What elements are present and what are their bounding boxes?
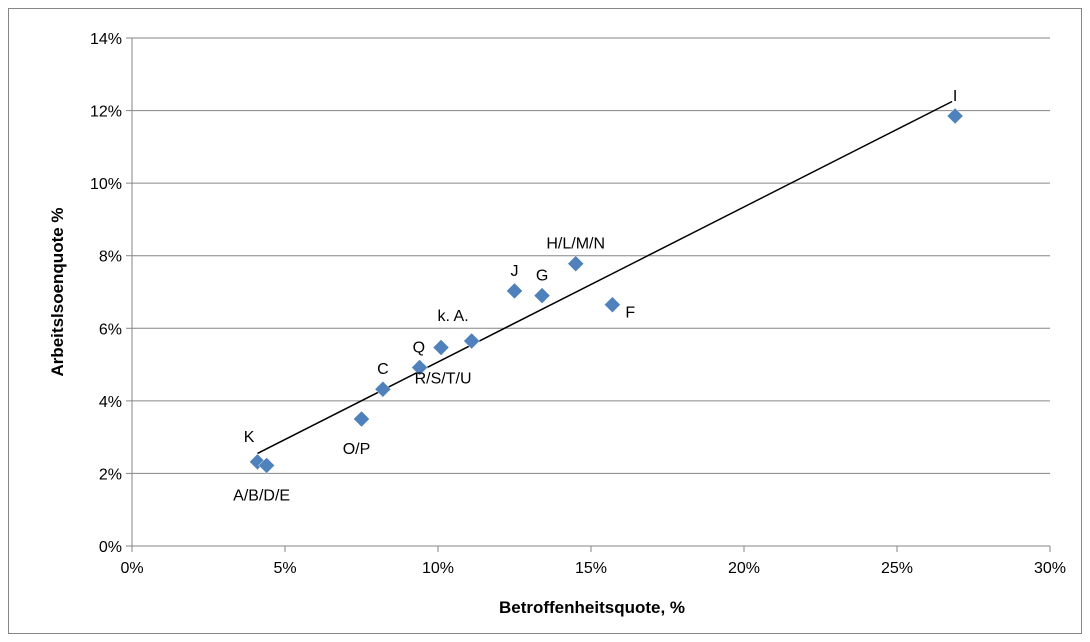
chart-frame <box>8 8 1082 634</box>
x-tick-label: 0% <box>120 560 143 577</box>
point-label: G <box>536 268 548 285</box>
y-tick-label: 8% <box>99 249 122 266</box>
gridlines <box>132 37 1050 474</box>
data-point <box>258 457 275 474</box>
point-labels: K A/B/D/E O/P C R/S/T/U Qk. A. J G H/L/M/N F I <box>233 88 957 504</box>
y-tick-label: 12% <box>90 104 122 121</box>
point-label: C <box>377 361 389 378</box>
point-label: J <box>511 263 519 280</box>
data-point <box>533 287 551 304</box>
y-axis-title: Arbeitslsoenquote % <box>48 207 67 376</box>
x-tick-label: 25% <box>881 560 913 577</box>
y-tick-label: 6% <box>99 321 122 338</box>
x-tick-label: 30% <box>1034 560 1066 577</box>
point-label: A/B/D/E <box>233 487 290 504</box>
data-point <box>506 282 523 300</box>
point-label: O/P <box>343 441 371 458</box>
x-tick-label: 15% <box>575 560 607 577</box>
y-tick-label: 0% <box>99 539 122 556</box>
data-point <box>432 339 450 356</box>
point-label: F <box>625 305 635 322</box>
trendline <box>257 100 953 455</box>
data-point <box>567 255 585 273</box>
y-tick-label: 14% <box>90 31 122 48</box>
y-tick-label: 2% <box>99 466 122 483</box>
trendline-group <box>257 100 953 455</box>
data-point <box>604 296 621 314</box>
point-label: R/S/T/U <box>415 370 472 387</box>
y-tick-label: 4% <box>99 394 122 411</box>
data-point <box>946 107 964 125</box>
x-tick-label: 20% <box>728 560 760 577</box>
data-point <box>353 410 370 428</box>
axes: 0% 2% 4% 6% 8% 10% 12% 14% 0% 5% 10% 15% 20% 25% 30% <box>90 31 1066 577</box>
data-point <box>374 380 392 398</box>
point-label: K <box>244 429 255 446</box>
x-tick-label: 10% <box>422 560 454 577</box>
x-tick-label: 5% <box>273 560 296 577</box>
point-label: k. A. <box>438 308 469 325</box>
point-label: Q <box>413 340 425 357</box>
point-label: H/L/M/N <box>546 236 605 253</box>
y-tick-label: 10% <box>90 176 122 193</box>
x-axis-title: Betroffenheitsquote, % <box>499 598 685 617</box>
data-points <box>249 107 964 474</box>
point-label: I <box>953 88 957 105</box>
data-point <box>463 332 481 350</box>
data-point <box>411 359 428 376</box>
